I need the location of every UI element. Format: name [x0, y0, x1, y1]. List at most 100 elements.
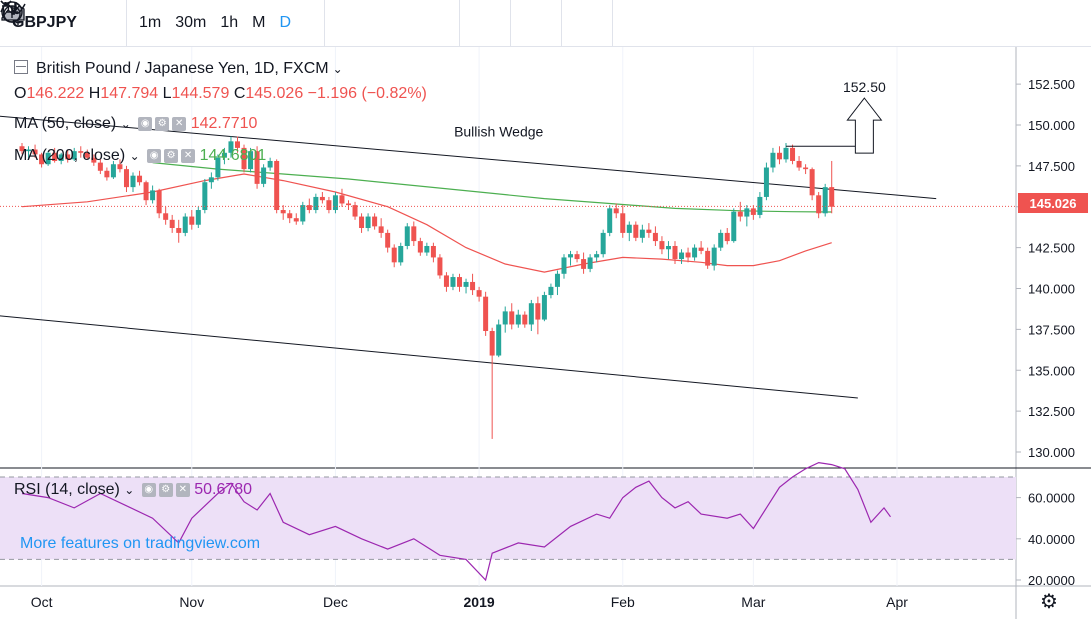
- settings-icon[interactable]: ⚙: [158, 482, 173, 497]
- candle-body: [502, 311, 508, 325]
- candle-body: [639, 229, 645, 238]
- candle-body: [541, 295, 547, 320]
- candle-body: [776, 152, 782, 160]
- chevron-down-icon[interactable]: [0, 0, 324, 46]
- candle-body: [241, 147, 247, 170]
- indicators-icon[interactable]: [0, 0, 561, 46]
- candle-body: [816, 195, 822, 214]
- candle-body: [71, 151, 77, 160]
- candle-body: [137, 175, 143, 183]
- candle-body: [600, 232, 606, 255]
- candle-body: [221, 152, 227, 158]
- resolution-1h[interactable]: 1h: [220, 14, 239, 31]
- area-style-icon[interactable]: [1, 0, 433, 46]
- candle-body: [234, 141, 240, 148]
- candle-body: [215, 157, 221, 178]
- candle-body: [718, 232, 724, 248]
- candle-body: [509, 311, 515, 325]
- top-toolbar: GBPJPY 1m 30m 1h M D: [0, 0, 1091, 47]
- candle-body: [261, 167, 267, 184]
- compare-add-icon[interactable]: [1, 0, 510, 46]
- candle-body: [496, 324, 502, 356]
- candle-body: [626, 224, 632, 233]
- candle-body: [554, 273, 560, 287]
- candle-body: [548, 286, 554, 296]
- ma50-value: 142.7710: [190, 115, 258, 132]
- candle-body: [424, 245, 430, 253]
- candle-body: [189, 216, 195, 225]
- candle-body: [515, 314, 521, 325]
- resolution-1m[interactable]: 1m: [139, 14, 162, 31]
- candle-body: [378, 226, 384, 233]
- candle-body: [19, 146, 25, 152]
- candle-body: [32, 149, 38, 155]
- settings-icon[interactable]: ⚙: [155, 116, 170, 131]
- price-tick-label: 135.000: [1028, 363, 1075, 378]
- candle-body: [457, 277, 463, 287]
- rsi-tick-label: 20.0000: [1028, 573, 1075, 588]
- candle-body: [267, 160, 273, 168]
- eye-icon[interactable]: ◉: [138, 116, 153, 131]
- rsi-line: [21, 461, 891, 582]
- candles-style-icon[interactable]: [2, 0, 397, 46]
- candle-body: [182, 216, 188, 233]
- chevron-down-icon[interactable]: ⌄: [124, 483, 135, 497]
- chart-area[interactable]: 130.000 132.500 135.000 137.500 140.000 142.5…: [0, 47, 1091, 619]
- eye-icon[interactable]: ◉: [147, 148, 162, 163]
- alarm-clock-icon[interactable]: [3, 0, 612, 46]
- time-tick-label: Dec: [323, 594, 348, 610]
- candle-body: [293, 218, 299, 222]
- candle-body: [822, 187, 828, 214]
- candle-body: [587, 257, 593, 269]
- toolbar-divider: [324, 0, 326, 46]
- candle-body: [398, 245, 404, 263]
- candle-body: [744, 208, 750, 217]
- candle-body: [731, 211, 737, 242]
- candle-body: [522, 314, 528, 325]
- rsi-legend: RSI (14, close) ⌄ ◉ ⚙ ✕ 50.6780: [14, 481, 252, 499]
- low-value: 144.579: [171, 85, 230, 102]
- candle-body: [561, 257, 567, 274]
- resolution-30m[interactable]: 30m: [175, 14, 207, 31]
- candle-body: [463, 281, 469, 287]
- resolution-day[interactable]: D: [279, 14, 292, 31]
- candle-body: [39, 154, 45, 165]
- close-icon[interactable]: ✕: [175, 482, 190, 497]
- candle-body: [78, 151, 84, 153]
- price-tick-label: 137.500: [1028, 322, 1075, 337]
- candle-body: [26, 149, 32, 152]
- candle-body: [123, 169, 129, 188]
- settings-icon[interactable]: ⚙: [164, 148, 179, 163]
- candle-body: [705, 250, 711, 266]
- price-tick-label: 140.000: [1028, 282, 1075, 297]
- chevron-down-icon[interactable]: ⌄: [129, 149, 140, 163]
- time-tick-label: Nov: [179, 594, 204, 610]
- collapse-icon[interactable]: [14, 60, 28, 74]
- bars-style-icon[interactable]: [2, 0, 361, 46]
- chevron-down-icon[interactable]: ⌄: [120, 117, 131, 131]
- candle-body: [58, 154, 64, 161]
- candle-body: [581, 259, 587, 269]
- candle-body: [417, 241, 423, 253]
- close-icon[interactable]: ✕: [172, 116, 187, 131]
- chevron-down-icon[interactable]: [0, 0, 459, 46]
- change-value: −1.196 (−0.82%): [307, 85, 427, 102]
- candle-body: [300, 205, 306, 222]
- candle-body: [803, 167, 809, 170]
- resolution-month[interactable]: M: [252, 14, 266, 31]
- price-tick-label: 132.500: [1028, 404, 1075, 419]
- close-icon[interactable]: ✕: [181, 148, 196, 163]
- chevron-down-icon[interactable]: ⌄: [332, 62, 343, 76]
- candle-body: [750, 208, 756, 215]
- symbol-search[interactable]: GBPJPY: [12, 14, 77, 31]
- candle-body: [202, 182, 208, 211]
- toolbar-divider: [459, 0, 461, 46]
- symbol-legend: British Pound / Japanese Yen, 1D, FXCM ⌄: [14, 60, 343, 78]
- candle-body: [796, 160, 802, 168]
- gear-icon[interactable]: ⚙: [1040, 591, 1058, 613]
- eye-icon[interactable]: ◉: [141, 482, 156, 497]
- promo-link[interactable]: More features on tradingview.com: [20, 535, 261, 552]
- toolbar-divider: [126, 0, 127, 46]
- candle-body: [489, 331, 495, 356]
- candle-body: [254, 151, 260, 184]
